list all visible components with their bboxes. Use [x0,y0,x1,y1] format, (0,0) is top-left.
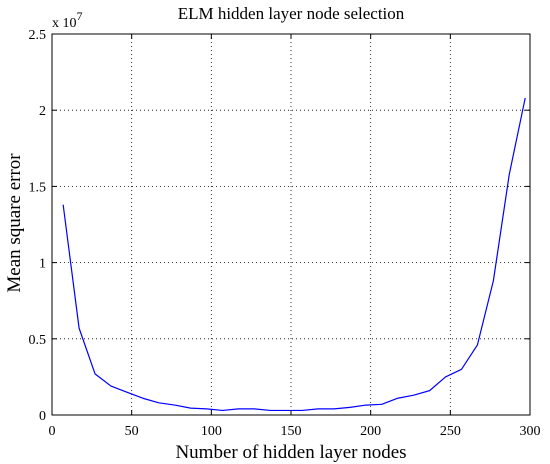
x-tick-label: 250 [440,424,461,439]
tick-labels: 0 50 100 150 200 250 300 0 0.5 1 1.5 2 2.5 [29,28,541,439]
series-line [62,97,526,412]
y-tick-label: 2 [39,104,46,119]
axis-ticks [51,33,531,416]
y-axis-multiplier: x 107 [52,9,83,31]
y-tick-label: 1.5 [29,180,47,195]
plot-frame [51,33,531,416]
chart-title: ELM hidden layer node selection [178,4,405,23]
x-tick-label: 50 [125,424,139,439]
grid-lines [52,34,530,415]
y-multiplier-exponent: 7 [77,9,83,23]
series-layer [62,97,526,412]
y-axis-label: Mean square error [4,153,25,293]
y-tick-label: 1 [39,257,46,272]
x-tick-label: 0 [49,424,56,439]
x-tick-label: 300 [520,424,541,439]
x-axis-label: Number of hidden layer nodes [175,442,406,463]
y-tick-label: 0 [39,409,46,424]
x-tick-label: 200 [360,424,381,439]
x-tick-label: 150 [281,424,302,439]
y-multiplier-base: x 10 [52,16,77,31]
y-tick-label: 0.5 [29,333,47,348]
y-tick-label: 2.5 [29,28,47,43]
x-tick-label: 100 [201,424,222,439]
